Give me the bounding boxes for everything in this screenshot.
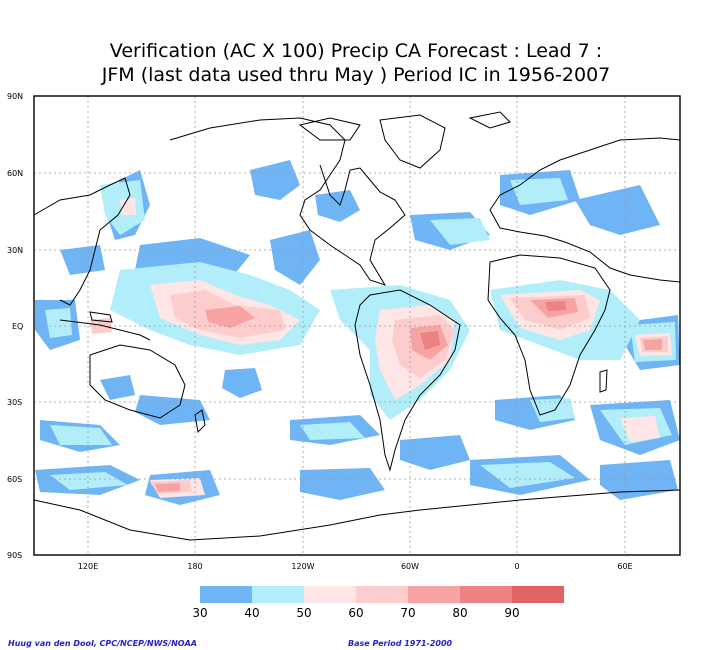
lon-label: 60E (617, 562, 632, 571)
legend-tick: 70 (400, 606, 415, 620)
legend-swatch-30-40 (200, 586, 252, 603)
latitude-labels: 90N 60N 30N EQ 30S 60S 90S (7, 92, 23, 560)
footer-credit: Huug van den Dool, CPC/NCEP/NWS/NOAA (8, 639, 197, 648)
legend-tick: 80 (452, 606, 467, 620)
color-legend: 30 40 50 60 70 80 90 (192, 586, 564, 620)
legend-swatch-70-80 (408, 586, 460, 603)
legend-tick: 50 (296, 606, 311, 620)
legend-swatch-50-60 (304, 586, 356, 603)
legend-tick: 40 (244, 606, 259, 620)
coastlines (33, 111, 681, 541)
lat-label: 90S (7, 551, 22, 560)
chart-title-line2: JFM (last data used thru May ) Period IC… (101, 64, 611, 86)
lat-label: 90N (7, 92, 23, 101)
lat-label: EQ (12, 322, 23, 331)
legend-swatch-60-70 (356, 586, 408, 603)
lat-label: 60S (7, 475, 22, 484)
legend-swatch-80-90 (460, 586, 512, 603)
lon-label: 180 (187, 562, 202, 571)
lat-label: 30S (7, 398, 22, 407)
legend-swatch-90-plus (512, 586, 564, 603)
footer-base-period: Base Period 1971-2000 (348, 639, 453, 648)
lat-label: 30N (7, 246, 23, 255)
longitude-labels: 120E 180 120W 60W 0 60E (78, 562, 633, 571)
lon-label: 60W (401, 562, 419, 571)
correlation-field (35, 160, 680, 505)
lat-label: 60N (7, 169, 23, 178)
legend-swatch-40-50 (252, 586, 304, 603)
lon-label: 120E (78, 562, 98, 571)
legend-tick: 90 (504, 606, 519, 620)
legend-tick: 60 (348, 606, 363, 620)
map-frame (33, 95, 681, 556)
lon-label: 120W (291, 562, 314, 571)
field-80-90 (420, 301, 566, 350)
legend-tick: 30 (192, 606, 207, 620)
map-gridlines (34, 96, 680, 555)
chart-title-line1: Verification (AC X 100) Precip CA Foreca… (109, 40, 603, 62)
lon-label: 0 (514, 562, 519, 571)
